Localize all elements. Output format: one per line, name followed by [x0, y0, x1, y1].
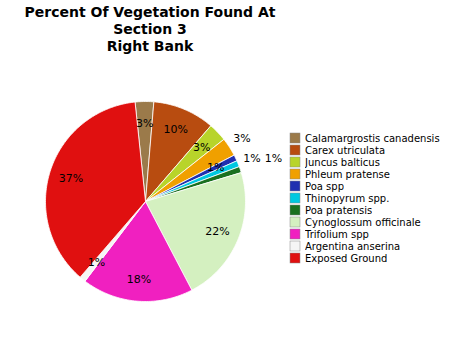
html-text:Carex utriculata: Carex utriculata	[305, 144, 385, 156]
html-text:Poa spp: Poa spp	[305, 180, 344, 192]
svg-text:3%: 3%	[233, 133, 250, 146]
html-text:Juncus balticus: Juncus balticus	[305, 156, 380, 168]
svg-text:3%: 3%	[193, 141, 210, 154]
svg-text:1%: 1%	[265, 152, 282, 165]
svg-text:1%: 1%	[88, 256, 105, 269]
html-text:Phleum pratense: Phleum pratense	[305, 168, 390, 180]
svg-text:1%: 1%	[207, 161, 224, 174]
html-text:Thinopyrum spp.: Thinopyrum spp.	[305, 192, 390, 204]
svg-text:18%: 18%	[127, 273, 151, 286]
html-text:Trifolium spp: Trifolium spp	[305, 228, 369, 240]
svg-text:10%: 10%	[163, 124, 187, 137]
html-text:Argentina anserina: Argentina anserina	[305, 240, 401, 252]
html-text:Poa pratensis: Poa pratensis	[305, 204, 373, 216]
svg-text:3%: 3%	[136, 117, 153, 130]
html-text:Percent Of Vegetation Found At: Percent Of Vegetation Found At Section 3…	[24, 4, 276, 54]
svg-text:1%: 1%	[243, 152, 260, 165]
html-text:Calamargrostis canadensis: Calamargrostis canadensis	[305, 132, 440, 144]
html-text:Exposed Ground: Exposed Ground	[305, 252, 388, 264]
html-text:Cynoglossum officinale: Cynoglossum officinale	[305, 216, 421, 228]
svg-text:37%: 37%	[59, 172, 83, 185]
svg-text:22%: 22%	[205, 226, 229, 239]
